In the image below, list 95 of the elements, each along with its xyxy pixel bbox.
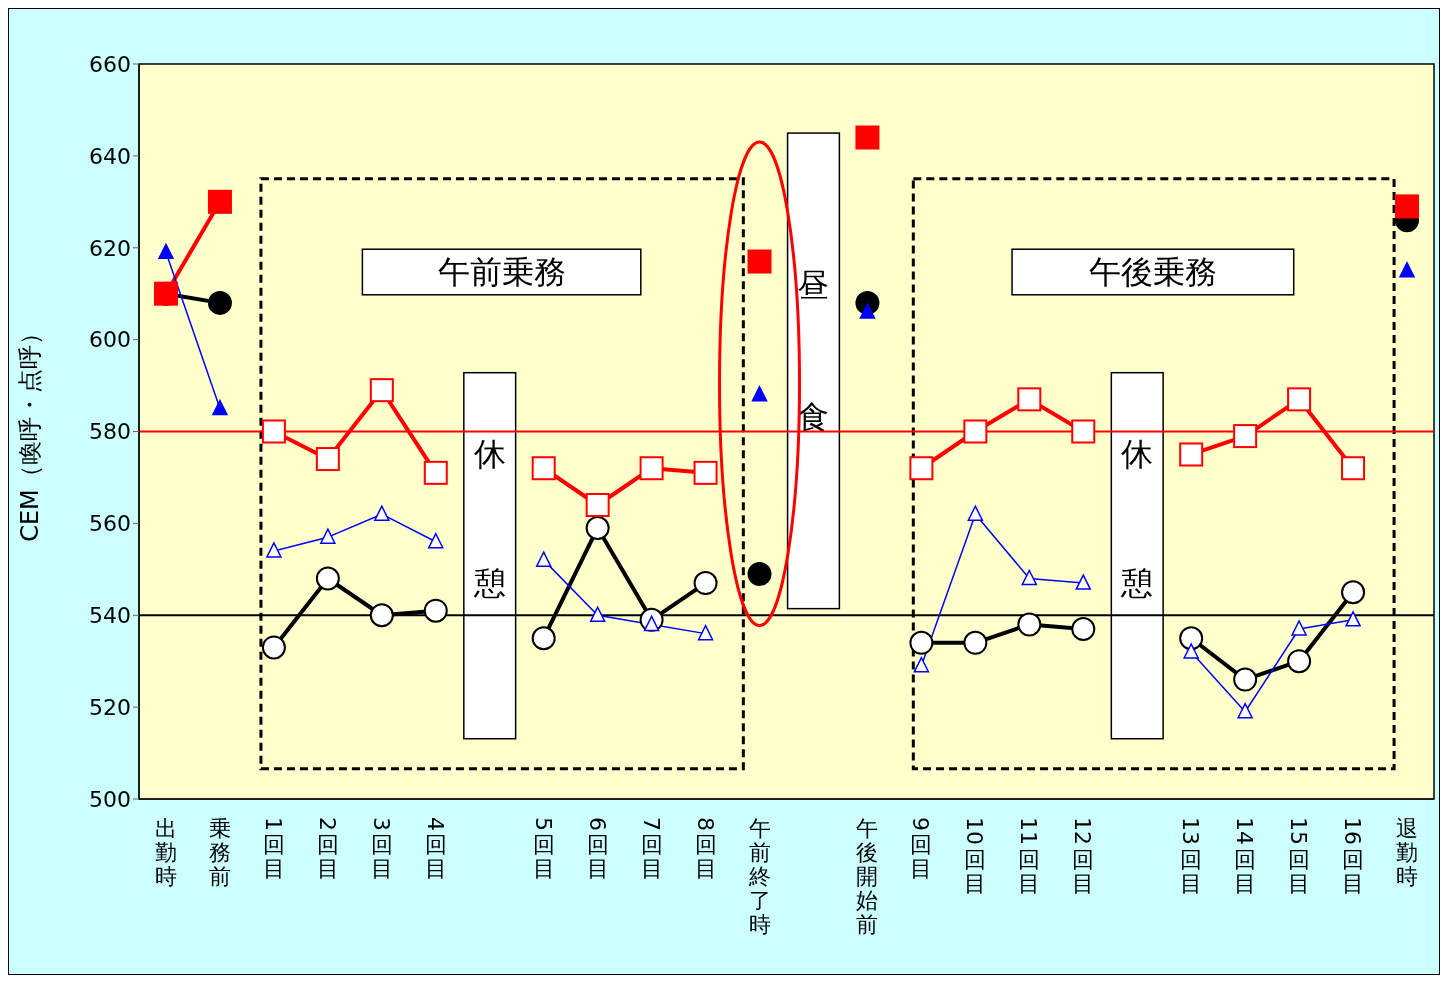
point <box>1071 419 1096 444</box>
point <box>693 571 718 596</box>
point <box>423 460 448 485</box>
x-tick-label: 4回目 <box>422 817 448 882</box>
point <box>158 243 174 260</box>
point <box>212 399 228 416</box>
point <box>1183 643 1199 659</box>
point <box>1017 387 1042 412</box>
point <box>423 598 448 623</box>
point <box>1017 612 1042 637</box>
x-tick-label: 14回目 <box>1232 817 1258 896</box>
point <box>1179 442 1204 467</box>
x-tick-label: 5回目 <box>530 817 556 882</box>
y-tick-label: 580 <box>89 419 131 445</box>
point <box>369 603 394 628</box>
point <box>207 189 232 214</box>
annotation: 憩 <box>472 563 506 602</box>
annotation: 休 <box>1121 434 1154 473</box>
point <box>1341 580 1366 605</box>
x-tick-label: 13回目 <box>1178 817 1204 896</box>
point <box>369 378 394 403</box>
x-tick-label: 2回目 <box>314 817 340 882</box>
point <box>913 657 930 673</box>
point <box>1341 456 1366 481</box>
point <box>1233 667 1258 692</box>
point <box>428 533 444 549</box>
point <box>585 515 610 540</box>
point <box>963 630 988 655</box>
x-tick-label: 12回目 <box>1070 817 1096 896</box>
x-tick-label: 1回目 <box>260 817 286 882</box>
point <box>585 493 610 517</box>
y-tick-label: 640 <box>89 143 131 169</box>
x-tick-label: 6回目 <box>584 817 610 882</box>
point <box>531 626 556 651</box>
point <box>909 630 934 655</box>
annotation: 憩 <box>1120 563 1154 602</box>
point <box>1399 261 1415 278</box>
point <box>531 456 556 481</box>
y-tick-label: 500 <box>89 786 131 812</box>
point <box>1291 620 1307 636</box>
annotation: 午前乗務 <box>437 253 566 292</box>
point <box>909 456 934 481</box>
point <box>1071 617 1096 642</box>
annotation: 休 <box>473 434 506 473</box>
point <box>1287 649 1312 674</box>
x-tick-label: 退勤時 <box>1396 816 1419 890</box>
y-tick-label: 520 <box>89 694 131 720</box>
point <box>747 249 772 274</box>
point <box>697 624 714 641</box>
point <box>751 386 768 402</box>
point <box>315 447 340 472</box>
x-tick-label: 7回目 <box>638 817 664 882</box>
point <box>963 419 988 444</box>
x-tick-label: 8回目 <box>692 817 718 882</box>
point <box>315 566 340 591</box>
x-tick-label: 午前終了時 <box>747 816 771 938</box>
point <box>1395 194 1420 219</box>
point <box>1233 424 1258 449</box>
point <box>1345 611 1361 627</box>
annotation: 午後乗務 <box>1088 253 1217 292</box>
x-tick-label: 9回目 <box>908 817 934 882</box>
point <box>693 460 718 485</box>
point <box>589 606 606 622</box>
x-tick-label: 11回目 <box>1016 817 1042 896</box>
point <box>266 542 282 558</box>
point <box>1287 387 1312 412</box>
y-axis-title: CEM（喚呼・点呼） <box>15 321 44 542</box>
x-tick-label: 3回目 <box>368 817 394 882</box>
x-tick-label: 午後開始前 <box>856 816 879 938</box>
point <box>1075 574 1092 590</box>
y-tick-label: 560 <box>89 511 131 537</box>
point <box>261 635 286 660</box>
y-tick-label: 540 <box>89 603 131 629</box>
point <box>374 505 390 521</box>
point <box>855 125 880 150</box>
x-tick-label: 16回目 <box>1340 817 1366 896</box>
y-tick-label: 620 <box>89 235 131 261</box>
point <box>1237 702 1253 719</box>
point <box>261 419 286 444</box>
point <box>1179 626 1204 651</box>
x-tick-label: 10回目 <box>962 817 988 896</box>
x-tick-label: 15回目 <box>1286 817 1312 896</box>
annotation: 昼 <box>797 265 830 304</box>
point <box>207 290 232 315</box>
point <box>747 561 772 586</box>
annotation: 食 <box>797 397 830 436</box>
point <box>535 551 552 567</box>
point <box>967 505 984 521</box>
point <box>639 456 664 481</box>
point <box>320 528 336 544</box>
x-tick-label: 乗務前 <box>208 816 231 890</box>
y-tick-label: 660 <box>89 51 131 77</box>
point <box>1021 569 1038 586</box>
x-tick-label: 出勤時 <box>154 816 177 890</box>
y-tick-label: 600 <box>89 327 131 353</box>
